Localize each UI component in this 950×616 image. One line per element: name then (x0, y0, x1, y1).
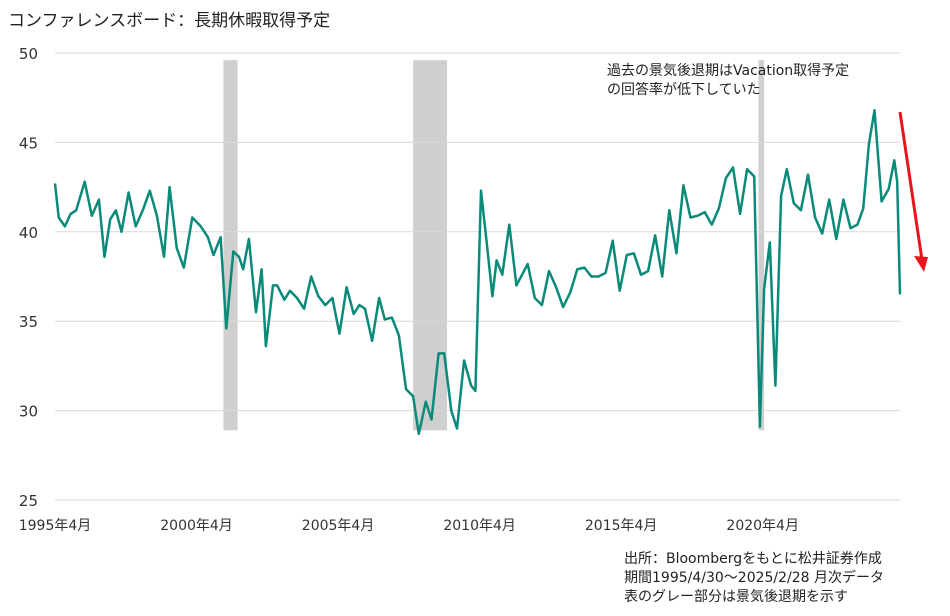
x-tick-label: 2010年4月 (443, 518, 516, 534)
y-tick-label: 30 (19, 403, 38, 421)
x-tick-label: 2005年4月 (302, 518, 375, 534)
annotation-line-1: 過去の景気後退期はVacation取得予定 (607, 63, 850, 79)
annotation-line-2: の回答率が低下していた (607, 82, 761, 98)
chart-title: コンファレンスボード：長期休暇取得予定 (8, 11, 331, 31)
x-tick-label: 1995年4月 (19, 518, 92, 534)
source-note: 出所：Bloombergをもとに松井証券作成 期間1995/4/30～2025/… (624, 550, 884, 607)
annotation: 過去の景気後退期はVacation取得予定 の回答率が低下していた (607, 62, 849, 100)
x-tick-label: 2020年4月 (726, 518, 799, 534)
y-tick-label: 35 (19, 313, 38, 331)
source-line-3: 表のグレー部分は景気後退期を示す (624, 589, 848, 605)
x-axis-ticks: 1995年4月 2000年4月 2005年4月 2010年4月 2015年4月 2020年… (19, 518, 799, 534)
y-tick-label: 40 (19, 224, 38, 242)
source-line-2: 期間1995/4/30～2025/2/28 月次データ (624, 570, 885, 586)
x-tick-label: 2015年4月 (585, 518, 658, 534)
series-line (53, 108, 902, 436)
source-line-1: 出所：Bloombergをもとに松井証券作成 (624, 551, 882, 567)
y-tick-label: 25 (19, 492, 38, 510)
x-tick-label: 2000年4月 (160, 518, 233, 534)
recession-bands (223, 60, 765, 431)
y-axis-ticks: 25 30 35 40 45 50 (19, 45, 38, 510)
recession-band-2 (413, 60, 448, 431)
y-tick-label: 45 (19, 134, 38, 152)
y-tick-label: 50 (19, 45, 38, 63)
downtrend-arrow (898, 111, 928, 272)
recession-band-3 (758, 60, 765, 431)
recession-band-1 (223, 60, 238, 431)
